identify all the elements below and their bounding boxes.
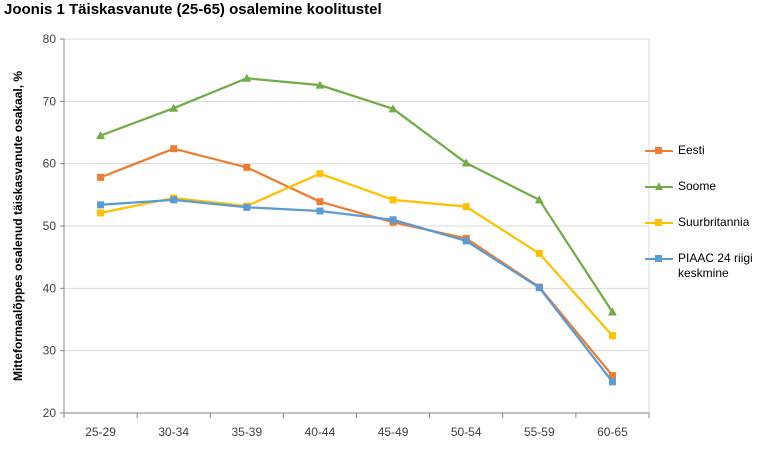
legend-swatch [645,146,673,156]
y-tick-label: 80 [43,32,57,46]
legend-item: Suurbritannia [645,215,765,251]
axes: 20 30 40 50 60 70 80 25-29 30-34 35-39 40-44 45-49 5… [43,32,650,439]
data-point [608,332,616,340]
x-tick-label: 30-34 [158,425,189,439]
legend-marker [655,182,663,190]
y-tick-label: 30 [43,344,57,358]
data-point [316,198,324,206]
x-tick-label: 35-39 [231,425,262,439]
data-point [389,196,397,204]
x-tick-label: 25-29 [85,425,116,439]
legend-marker [655,219,662,226]
data-point [461,158,471,167]
series-line [100,198,614,383]
series-3 [97,196,616,386]
data-point [462,237,470,245]
x-tick-label: 60-65 [597,425,628,439]
y-tick-label: 70 [43,94,57,108]
legend-label: Soome [678,179,717,193]
x-tick-label: 50-54 [451,425,482,439]
x-tick-label: 40-44 [305,425,336,439]
data-point [535,249,543,257]
series-1 [96,73,617,316]
legend-label: Suurbritannia [678,215,750,229]
series-line [100,77,614,313]
series-line [100,172,614,337]
legend-swatch [645,254,673,264]
gridlines [64,38,650,414]
data-point [170,196,178,204]
y-tick-label: 50 [43,219,57,233]
chart-title: Joonis 1 Täiskasvanute (25-65) osalemine… [4,1,382,18]
data-point [534,195,544,204]
legend-item: Soome [645,179,765,215]
series-2 [97,170,616,340]
data-point [535,284,543,292]
x-tick-label: 55-59 [524,425,555,439]
legend-swatch [645,182,673,192]
legend-marker [655,147,662,154]
y-tick-label: 20 [43,406,57,420]
data-point [389,216,397,224]
legend-label: Eesti [678,143,705,157]
series-layer [96,73,617,386]
y-tick-label: 60 [43,157,57,171]
data-point [169,103,179,112]
data-point [315,80,325,89]
x-tick-label: 45-49 [378,425,409,439]
data-point [242,73,252,82]
data-point [316,207,324,215]
data-point [243,163,251,171]
data-point [243,203,251,211]
data-point [97,209,105,217]
data-point [608,372,616,380]
legend-item: Eesti [645,143,765,179]
data-point [97,173,105,181]
legend-label: PIAAC 24 riigi keskmine [678,251,753,280]
data-point [388,104,398,113]
data-point [170,145,178,153]
data-point [97,201,105,209]
data-point [316,170,324,178]
y-axis-label: Mitteformaalõppes osalenud täiskasvanute… [11,71,25,381]
data-point [608,378,616,386]
data-point [607,307,617,316]
legend-swatch [645,218,673,228]
data-point [462,203,470,211]
y-tick-label: 40 [43,281,57,295]
series-0 [97,145,616,380]
legend-item: PIAAC 24 riigi keskmine [645,251,765,287]
data-point [96,131,106,140]
series-line [100,147,614,377]
legend-marker [655,255,662,262]
